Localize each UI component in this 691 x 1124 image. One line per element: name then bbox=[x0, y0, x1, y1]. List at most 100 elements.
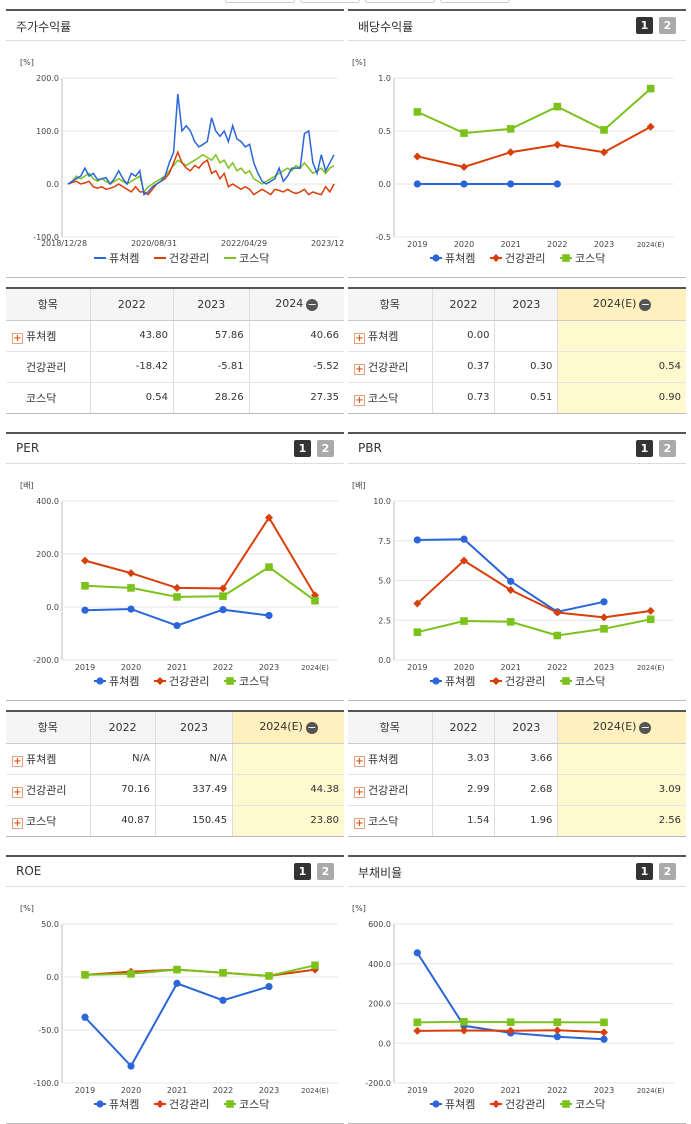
data-point bbox=[506, 618, 515, 626]
data-point bbox=[460, 129, 468, 137]
expand-icon[interactable]: + bbox=[12, 786, 23, 798]
expand-icon[interactable]: + bbox=[354, 786, 365, 798]
row-label[interactable]: + 퓨쳐켐 bbox=[6, 320, 90, 352]
series-line bbox=[84, 964, 316, 977]
tab-2-button[interactable]: 2 bbox=[659, 440, 676, 457]
table-cell: 0.90 bbox=[557, 382, 686, 413]
collapse-icon[interactable]: − bbox=[639, 721, 652, 735]
data-point bbox=[646, 606, 655, 615]
legend-label: 건강관리 bbox=[505, 1098, 545, 1111]
data-point bbox=[600, 1018, 608, 1027]
row-label[interactable]: + 건강관리 bbox=[348, 351, 432, 383]
series-line bbox=[417, 618, 651, 637]
tab-1-button[interactable]: 1 bbox=[294, 863, 311, 880]
legend-label: 퓨쳐켐 bbox=[445, 675, 475, 688]
y-tick-label: -200.0 bbox=[365, 1079, 391, 1088]
table-header-row: 항목 2022 2023 2024(E) − bbox=[348, 712, 686, 744]
expand-icon[interactable]: + bbox=[354, 363, 365, 375]
expand-icon[interactable]: + bbox=[354, 755, 365, 767]
row-label[interactable]: + 코스닥 bbox=[354, 391, 399, 406]
column-header-item: 항목 bbox=[6, 289, 90, 321]
dividend-yield-table: 항목 2022 2023 2024(E) − + 퓨쳐켐 0.00 + 건강관리 0.37 0.30 0… bbox=[348, 287, 686, 414]
legend-label: 퓨쳐켐 bbox=[109, 252, 139, 265]
table-cell: 2.68 bbox=[494, 774, 558, 806]
tab-2-button[interactable]: 2 bbox=[659, 17, 676, 34]
column-header: 2024(E) − bbox=[557, 289, 686, 321]
x-tick-label: 2020/08/31 bbox=[131, 239, 177, 248]
pbr-table: 항목 2022 2023 2024(E) − + 퓨쳐켐 3.03 3.66 + 건강관리 2.99 2… bbox=[348, 710, 686, 837]
table-cell: 1.96 bbox=[494, 805, 558, 836]
y-tick-label: 0.5 bbox=[378, 127, 391, 136]
x-tick-label: 2023 bbox=[259, 663, 279, 672]
table-cell: 23.80 bbox=[232, 805, 344, 836]
series-line bbox=[67, 150, 335, 196]
chart-svg: [%] 50.0 0.0 -50.0 -100.0 2019 2020 2021 2022 202… bbox=[20, 904, 338, 1111]
y-tick-label: -200.0 bbox=[33, 656, 59, 665]
series-line bbox=[416, 87, 652, 135]
data-point bbox=[96, 677, 104, 685]
table-cell bbox=[557, 743, 686, 775]
tab-1-button[interactable]: 1 bbox=[636, 863, 653, 880]
row-label[interactable]: + 코스닥 bbox=[12, 814, 57, 829]
data-point bbox=[219, 584, 227, 593]
top-control-stub bbox=[300, 0, 360, 3]
legend-label: 코스닥 bbox=[575, 1098, 605, 1111]
row-label[interactable]: + 퓨쳐켐 bbox=[6, 743, 90, 775]
series-line bbox=[417, 538, 605, 613]
table-cell: 150.45 bbox=[154, 805, 233, 836]
table-row: + 건강관리 70.16 337.49 44.38 bbox=[6, 774, 344, 806]
collapse-icon[interactable]: − bbox=[639, 298, 652, 312]
table-cell: 2.99 bbox=[431, 774, 495, 806]
panel-header: 부채비율 1 2 bbox=[348, 857, 686, 887]
tab-1-button[interactable]: 1 bbox=[636, 440, 653, 457]
expand-icon[interactable]: + bbox=[354, 817, 365, 829]
legend-label: 건강관리 bbox=[169, 1098, 209, 1111]
column-header: 2024(E) − bbox=[232, 712, 344, 744]
expand-icon[interactable]: + bbox=[12, 755, 23, 767]
tab-2-button[interactable]: 2 bbox=[659, 863, 676, 880]
expand-icon[interactable]: + bbox=[12, 332, 23, 344]
table-row: + 퓨쳐켐 3.03 3.66 bbox=[348, 743, 686, 775]
series-line bbox=[67, 93, 335, 196]
expand-icon[interactable]: + bbox=[354, 332, 365, 344]
row-label[interactable]: + 코스닥 bbox=[354, 814, 399, 829]
table-row: + 퓨쳐켐 N/A N/A bbox=[6, 743, 344, 775]
x-tick-label: 2019 bbox=[75, 1086, 95, 1095]
legend-label: 퓨쳐켐 bbox=[445, 1098, 475, 1111]
tab-2-button[interactable]: 2 bbox=[317, 863, 334, 880]
data-point bbox=[173, 965, 181, 974]
data-point bbox=[600, 613, 608, 622]
row-label[interactable]: + 건강관리 bbox=[6, 774, 90, 806]
y-tick-label: 400.0 bbox=[36, 497, 59, 506]
data-point bbox=[173, 621, 181, 630]
legend-label: 건강관리 bbox=[505, 675, 545, 688]
tab-1-button[interactable]: 1 bbox=[636, 17, 653, 34]
y-tick-label: 0.0 bbox=[378, 656, 391, 665]
row-label[interactable]: + 퓨쳐켐 bbox=[348, 743, 432, 775]
data-point bbox=[81, 556, 89, 565]
data-point bbox=[413, 949, 421, 957]
expand-icon[interactable]: + bbox=[12, 817, 23, 829]
collapse-icon[interactable]: − bbox=[306, 298, 319, 312]
tab-2-button[interactable]: 2 bbox=[317, 440, 334, 457]
row-label[interactable]: + 퓨쳐켐 bbox=[348, 320, 432, 352]
data-point bbox=[413, 152, 422, 161]
data-point bbox=[553, 1018, 562, 1026]
pbr-chart: [배] 10.0 7.5 5.0 2.5 0.0 2019 2020 2021 2022 2023 2… bbox=[348, 465, 686, 701]
data-point bbox=[156, 677, 164, 685]
table-cell: 1.54 bbox=[431, 805, 495, 836]
tab-1-button[interactable]: 1 bbox=[294, 440, 311, 457]
row-label[interactable]: + 건강관리 bbox=[348, 774, 432, 806]
y-tick-label: -0.5 bbox=[375, 233, 391, 242]
data-point bbox=[413, 536, 421, 544]
data-point bbox=[507, 577, 515, 585]
table-cell: 43.80 bbox=[89, 320, 174, 352]
top-control-stub bbox=[225, 0, 295, 3]
row-label: 건강관리 bbox=[6, 351, 90, 383]
x-tick-label: 2021 bbox=[500, 240, 520, 249]
legend-label: 코스닥 bbox=[239, 1098, 269, 1111]
data-point bbox=[553, 1026, 562, 1035]
expand-icon[interactable]: + bbox=[354, 394, 365, 406]
collapse-icon[interactable]: − bbox=[305, 721, 318, 735]
